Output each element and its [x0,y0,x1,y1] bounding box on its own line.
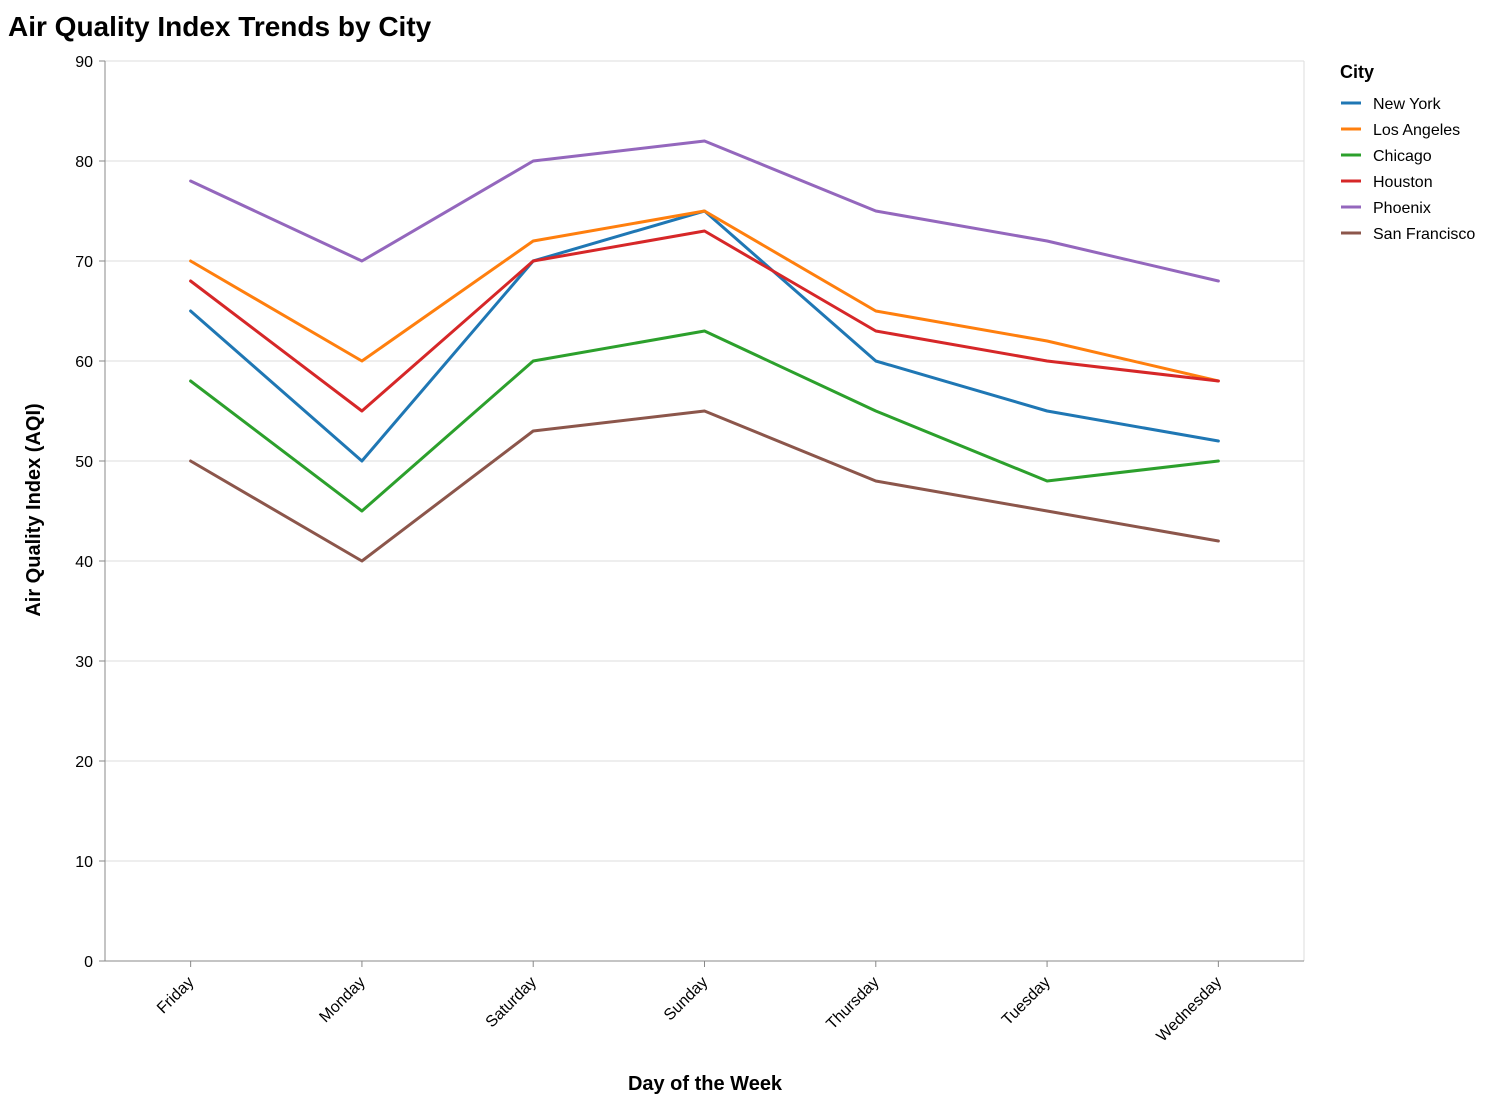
y-tick-label: 20 [75,754,93,771]
x-tick-label: Sunday [661,974,711,1024]
y-tick-label: 90 [75,54,93,71]
x-tick-label: Friday [154,974,197,1017]
series-line [189,209,1220,383]
series-lines [189,139,1220,563]
gridlines [105,60,1305,961]
legend-label: San Francisco [1373,226,1475,243]
y-tick-label: 50 [75,454,93,471]
x-tick-label: Thursday [823,974,882,1033]
y-tick-label: 10 [75,854,93,871]
axes: 0 10 20 30 40 50 60 70 80 90 Friday Monday Saturday S… [75,54,1304,1045]
x-tick-label: Saturday [483,974,540,1031]
series-line [189,329,1220,513]
series-line [189,229,1220,413]
x-tick-label: Monday [316,974,368,1026]
legend-label: Los Angeles [1373,122,1460,139]
chart-title: Air Quality Index Trends by City [8,11,432,42]
y-axis-title: Air Quality Index (AQI) [23,403,45,616]
legend-label: Phoenix [1373,200,1431,217]
legend-label: New York [1373,96,1442,113]
legend-title: City [1340,62,1374,82]
legend: City New York Los Angeles Chicago Houston Ph… [1340,62,1475,243]
x-tick-label: Tuesday [999,974,1054,1029]
series-line [189,139,1220,283]
y-tick-label: 0 [84,954,93,971]
y-tick-label: 30 [75,654,93,671]
y-tick-label: 60 [75,354,93,371]
series-line [189,409,1220,563]
y-tick-label: 80 [75,154,93,171]
x-tick-label: Wednesday [1154,974,1226,1046]
y-tick-label: 40 [75,554,93,571]
legend-label: Houston [1373,174,1433,191]
x-axis-title: Day of the Week [628,1073,783,1095]
legend-label: Chicago [1373,148,1432,165]
y-tick-label: 70 [75,254,93,271]
series-line [189,209,1220,463]
